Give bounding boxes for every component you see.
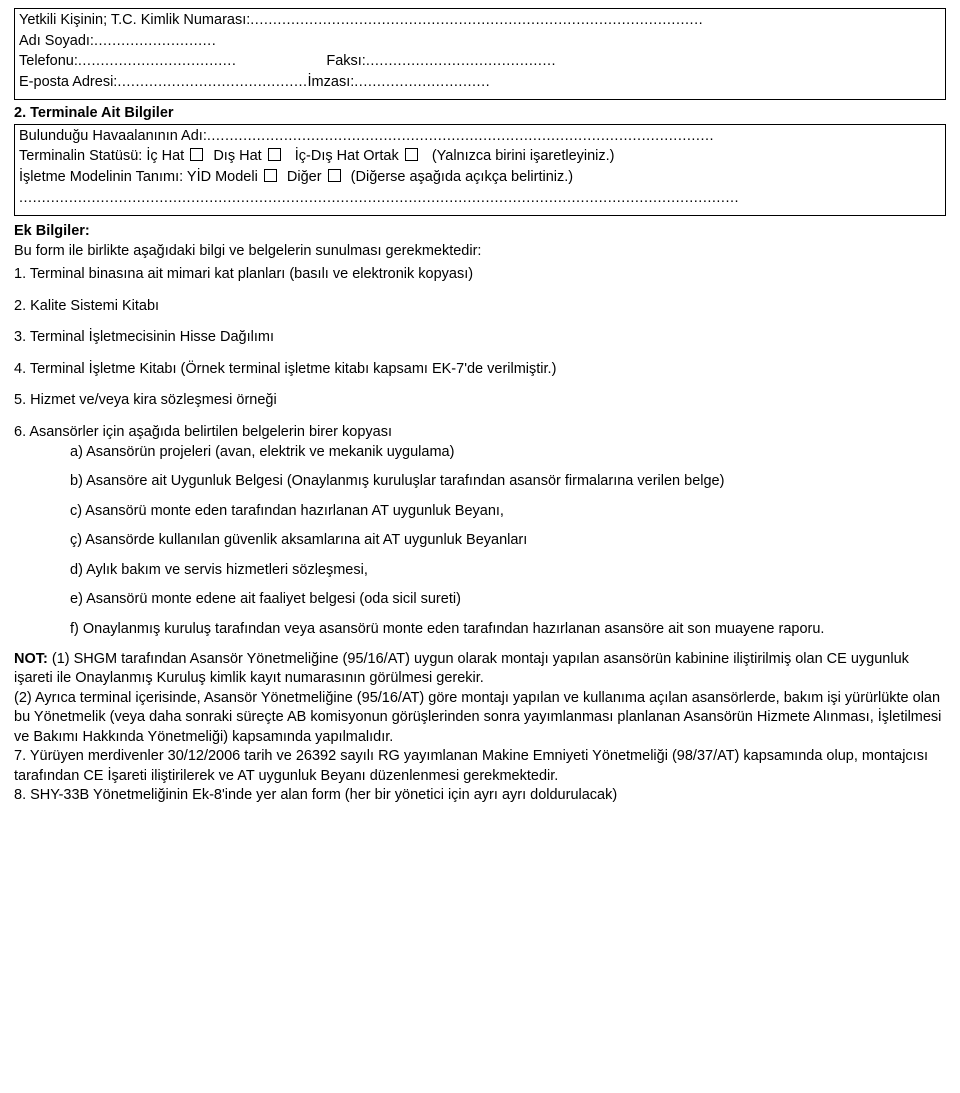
list-item: 1. Terminal binasına ait mimari kat plan… <box>14 265 946 285</box>
note-label: NOT: <box>14 651 48 667</box>
status-suffix: (Yalnızca birini işaretleyiniz.) <box>432 148 615 164</box>
status-prefix: Terminalin Statüsü: İç Hat <box>19 148 184 164</box>
signature-label: İmzası: <box>308 74 355 90</box>
item6b: b) Asansöre ait Uygunluk Belgesi (Onayla… <box>14 472 946 492</box>
email-label: E-posta Adresi: <box>19 74 117 90</box>
list-item: 3. Terminal İşletmecisinin Hisse Dağılım… <box>14 328 946 348</box>
list-item: 2. Kalite Sistemi Kitabı <box>14 297 946 317</box>
item6e: e) Asansörü monte edene ait faaliyet bel… <box>14 590 946 610</box>
list-item: 5. Hizmet ve/veya kira sözleşmesi örneği <box>14 391 946 411</box>
checkbox-yid[interactable] <box>264 169 277 182</box>
item6f: f) Onaylanmış kuruluş tarafından veya as… <box>14 620 946 640</box>
dotted-fill: ........................................… <box>117 74 307 90</box>
model-row: İşletme Modelinin Tanımı: YİD Modeli Diğ… <box>19 168 941 188</box>
item6cc: ç) Asansörde kullanılan güvenlik aksamla… <box>14 531 946 551</box>
model-prefix: İşletme Modelinin Tanımı: YİD Modeli <box>19 169 258 185</box>
field-row: Yetkili Kişinin; T.C. Kimlik Numarası:..… <box>19 11 941 31</box>
item6a: a) Asansörün projeleri (avan, elektrik v… <box>14 443 946 463</box>
checkbox-ic-hat[interactable] <box>190 148 203 161</box>
field-row: E-posta Adresi:.........................… <box>19 73 941 93</box>
authorized-person-box: Yetkili Kişinin; T.C. Kimlik Numarası:..… <box>14 8 946 100</box>
terminal-info-box: Bulunduğu Havaalanının Adı:.............… <box>14 124 946 216</box>
attachment-list: 1. Terminal binasına ait mimari kat plan… <box>14 265 946 639</box>
ek-bilgiler-intro: Bu form ile birlikte aşağıdaki bilgi ve … <box>14 242 946 262</box>
item6c: c) Asansörü monte eden tarafından hazırl… <box>14 502 946 522</box>
opt-diger: Diğer <box>287 169 322 185</box>
name-label: Adı Soyadı: <box>19 33 94 49</box>
opt-ic-dis-ortak: İç-Dış Hat Ortak <box>295 148 399 164</box>
dotted-fill: ........................................… <box>250 12 703 28</box>
item8: 8. SHY-33B Yönetmeliğinin Ek-8'inde yer … <box>14 786 946 806</box>
list-item: 6. Asansörler için aşağıda belirtilen be… <box>14 423 946 640</box>
item6-heading: 6. Asansörler için aşağıda belirtilen be… <box>14 423 946 443</box>
fax-label: Faksı: <box>326 53 365 69</box>
note2-text: (2) Ayrıca terminal içerisinde, Asansör … <box>14 689 946 748</box>
phone-label: Telefonu: <box>19 53 78 69</box>
ek-bilgiler-title: Ek Bilgiler: <box>14 223 90 239</box>
checkbox-dis-hat[interactable] <box>268 148 281 161</box>
ek-bilgiler-section: Ek Bilgiler: Bu form ile birlikte aşağıd… <box>14 222 946 806</box>
field-row: Telefonu:...............................… <box>19 52 941 72</box>
list-item: 4. Terminal İşletme Kitabı (Örnek termin… <box>14 360 946 380</box>
dotted-fill: ........................................… <box>207 128 714 144</box>
field-row: Bulunduğu Havaalanının Adı:.............… <box>19 127 941 147</box>
checkbox-ortak[interactable] <box>405 148 418 161</box>
model-detail-dots: ........................................… <box>19 189 941 209</box>
item6d: d) Aylık bakım ve servis hizmetleri sözl… <box>14 561 946 581</box>
section-2-title: 2. Terminale Ait Bilgiler <box>14 104 946 124</box>
tc-id-label: Yetkili Kişinin; T.C. Kimlik Numarası: <box>19 12 250 28</box>
dotted-fill: .............................. <box>354 74 490 90</box>
note1-text: (1) SHGM tarafından Asansör Yönetmeliğin… <box>14 651 909 687</box>
note-block: NOT: (1) SHGM tarafından Asansör Yönetme… <box>14 650 946 689</box>
dotted-fill: ................................... <box>78 53 237 69</box>
opt-dis-hat: Dış Hat <box>213 148 261 164</box>
status-row: Terminalin Statüsü: İç Hat Dış Hat İç-Dı… <box>19 147 941 167</box>
field-row: Adı Soyadı:........................... <box>19 32 941 52</box>
model-suffix: (Diğerse aşağıda açıkça belirtiniz.) <box>351 169 573 185</box>
checkbox-diger[interactable] <box>328 169 341 182</box>
dotted-fill: ........................................… <box>366 53 556 69</box>
item7: 7. Yürüyen merdivenler 30/12/2006 tarih … <box>14 747 946 786</box>
dotted-fill: ........................... <box>94 33 216 49</box>
airport-name-label: Bulunduğu Havaalanının Adı: <box>19 128 207 144</box>
